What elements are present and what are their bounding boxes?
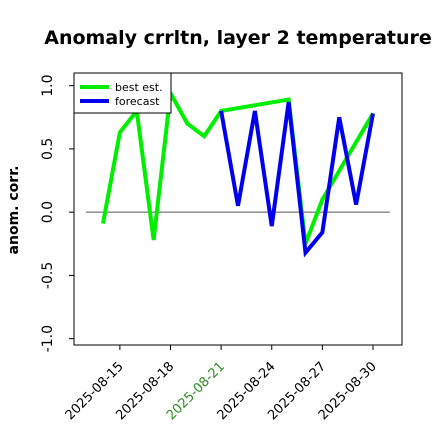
legend-box <box>73 72 172 114</box>
y-tick-label: 0.0 <box>40 201 56 223</box>
chart-title: Anomaly crrltn, layer 2 temperature <box>44 27 432 49</box>
y-tick-label: 1.0 <box>40 75 56 97</box>
legend-label-best-est: best est. <box>115 81 163 94</box>
plot-frame <box>73 72 403 346</box>
y-tick-label: -0.5 <box>40 262 56 289</box>
y-tick-label: -1.0 <box>40 325 56 352</box>
series-line-best-est <box>101 86 375 245</box>
series-layer <box>101 86 375 258</box>
series-line-forecast <box>219 101 375 258</box>
legend: best est. forecast <box>73 72 172 114</box>
x-axis: 2025-08-152025-08-182025-08-212025-08-24… <box>63 345 380 423</box>
y-axis-label: anom. corr. <box>6 166 22 255</box>
legend-label-forecast: forecast <box>115 95 160 108</box>
y-axis: 1.0 0.5 0.0 -0.5 -1.0 <box>40 75 74 352</box>
y-tick-label: 0.5 <box>40 138 56 160</box>
